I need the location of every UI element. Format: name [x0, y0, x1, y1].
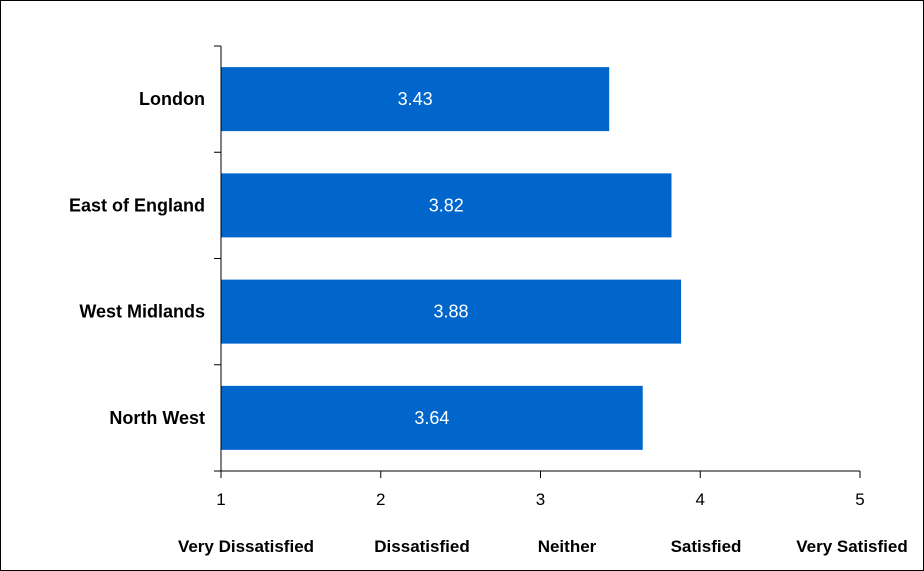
data-label-east-of-england: 3.82 — [429, 195, 464, 215]
bar-east-of-england — [221, 173, 672, 238]
x-tick-label-1: 1 — [216, 490, 225, 509]
category-label-london: London — [139, 89, 205, 109]
data-label-london: 3.43 — [398, 89, 433, 109]
category-label-west-midlands: West Midlands — [79, 302, 205, 322]
scale-label-neither: Neither — [538, 537, 597, 556]
bar-west-midlands — [221, 279, 682, 344]
category-label-north-west: North West — [109, 408, 205, 428]
data-label-north-west: 3.64 — [414, 408, 449, 428]
scale-label-very-satisfied: Very Satisfied — [796, 537, 908, 556]
x-tick-label-2: 2 — [376, 490, 385, 509]
axes-group — [214, 45, 861, 478]
x-tick-label-5: 5 — [855, 490, 864, 509]
x-tick-label-3: 3 — [536, 490, 545, 509]
labels-group: 3.43 London 3.82 East of England 3.88 West Mi… — [69, 89, 908, 556]
bars-group — [221, 67, 682, 450]
data-label-west-midlands: 3.88 — [434, 302, 469, 322]
scale-label-dissatisfied: Dissatisfied — [374, 537, 469, 556]
category-label-east-of-england: East of England — [69, 195, 205, 215]
scale-label-satisfied: Satisfied — [671, 537, 742, 556]
bar-london — [221, 67, 610, 132]
x-tick-label-4: 4 — [696, 490, 705, 509]
bar-north-west — [221, 385, 643, 450]
scale-label-very-dissatisfied: Very Dissatisfied — [178, 537, 314, 556]
